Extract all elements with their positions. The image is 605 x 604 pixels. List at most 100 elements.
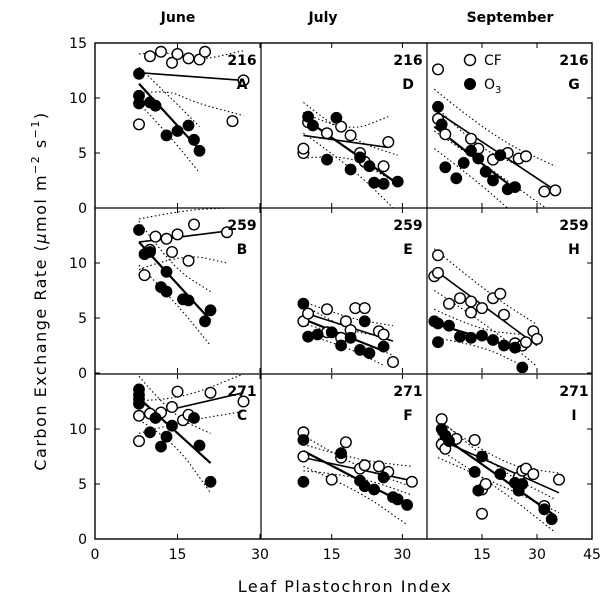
- ci-band-cf: [303, 470, 413, 496]
- point-cf: [138, 269, 151, 282]
- point-o3: [476, 450, 488, 463]
- panel-plot-area: [297, 101, 404, 208]
- column-header-june: June: [160, 10, 196, 26]
- point-o3: [133, 97, 145, 110]
- point-cf: [237, 395, 250, 408]
- panel-number: 271: [559, 384, 588, 400]
- panel-plot-area: [428, 248, 544, 373]
- point-o3: [487, 334, 499, 346]
- point-o3: [358, 315, 371, 328]
- point-o3: [377, 177, 390, 190]
- point-cf: [165, 401, 178, 414]
- ci-band-o3: [303, 465, 408, 526]
- point-o3: [297, 475, 310, 488]
- point-cf: [439, 128, 452, 141]
- point-cf: [344, 129, 357, 142]
- point-o3: [325, 326, 338, 339]
- panel-plot-area: [132, 374, 250, 494]
- point-cf: [325, 473, 338, 486]
- point-o3: [465, 144, 477, 157]
- point-cf: [498, 308, 511, 321]
- ci-band-o3: [138, 103, 200, 174]
- point-o3: [476, 329, 488, 342]
- point-cf: [538, 185, 551, 198]
- panel-letter: C: [237, 408, 247, 424]
- point-cf: [237, 74, 250, 87]
- ci-band-o3: [434, 337, 523, 366]
- point-o3: [344, 163, 357, 176]
- point-o3: [149, 99, 162, 112]
- point-o3: [199, 315, 211, 328]
- point-cf: [377, 160, 390, 173]
- x-tick-label: 45: [583, 547, 601, 563]
- point-o3: [160, 285, 173, 298]
- y-axis-label: Carbon Exchange Rate (μmol m−2 s−1): [29, 111, 50, 470]
- panel-grid: 216 A 216 D 216 G 259 B 259 E 259 H 271 C 271 F 271 I: [94, 42, 593, 540]
- column-header-september: September: [467, 10, 554, 26]
- y-label-exp2: −1: [29, 119, 42, 138]
- point-o3: [457, 156, 470, 169]
- panel-B: 259 B: [133, 208, 257, 346]
- point-o3: [516, 361, 529, 373]
- panel-plot-area: [297, 426, 418, 526]
- point-cf: [171, 228, 184, 241]
- point-o3: [188, 412, 200, 424]
- point-o3: [204, 475, 217, 488]
- ci-band-cf: [437, 419, 560, 474]
- point-cf: [321, 303, 334, 316]
- fit-line-cf: [433, 109, 556, 192]
- point-o3: [149, 412, 162, 424]
- point-cf: [321, 127, 334, 140]
- point-o3: [391, 493, 404, 506]
- panel-number: 271: [227, 384, 256, 400]
- point-cf: [182, 254, 195, 267]
- point-o3: [494, 468, 507, 481]
- point-o3: [354, 151, 366, 164]
- panel-plot-area: [435, 413, 566, 533]
- point-o3: [133, 397, 145, 410]
- point-o3: [391, 175, 404, 188]
- point-o3: [193, 144, 206, 157]
- panel-letter: D: [402, 77, 414, 93]
- point-o3: [377, 471, 390, 484]
- legend-cf-label: CF: [484, 53, 502, 69]
- ci-band-o3: [138, 264, 211, 346]
- point-o3: [432, 317, 444, 330]
- y-tick-label: 0: [78, 366, 87, 382]
- point-cf: [358, 459, 371, 472]
- point-o3: [509, 181, 521, 194]
- point-cf: [372, 460, 385, 473]
- ci-band-cf: [303, 322, 394, 356]
- point-o3: [401, 499, 414, 511]
- fit-line-cf: [138, 71, 244, 82]
- point-cf: [132, 118, 145, 131]
- y-label-mu: μ: [31, 232, 50, 245]
- ci-band-o3: [437, 448, 556, 533]
- point-o3: [363, 160, 376, 173]
- ci-band-o3: [303, 101, 398, 156]
- point-cf: [382, 135, 395, 148]
- point-o3: [344, 331, 357, 344]
- y-label-exp1: −2: [29, 155, 42, 174]
- panel-letter: B: [237, 242, 248, 258]
- point-cf: [297, 142, 310, 155]
- legend-o3-label: O3: [484, 77, 501, 96]
- point-o3: [160, 129, 173, 142]
- point-cf: [171, 385, 184, 398]
- point-o3: [133, 224, 145, 236]
- point-o3: [450, 172, 463, 185]
- point-o3: [443, 435, 455, 448]
- point-o3: [377, 340, 390, 353]
- y-label-s: s: [31, 138, 50, 154]
- ci-band-o3: [138, 220, 211, 293]
- point-cf: [494, 287, 507, 300]
- panel-A: 216 A: [132, 45, 257, 174]
- point-o3: [321, 153, 333, 166]
- point-o3: [155, 440, 167, 453]
- point-o3: [182, 119, 195, 132]
- ci-band-o3: [138, 66, 200, 127]
- point-o3: [368, 483, 381, 496]
- point-o3: [545, 513, 558, 526]
- fit-line-cf: [303, 134, 389, 149]
